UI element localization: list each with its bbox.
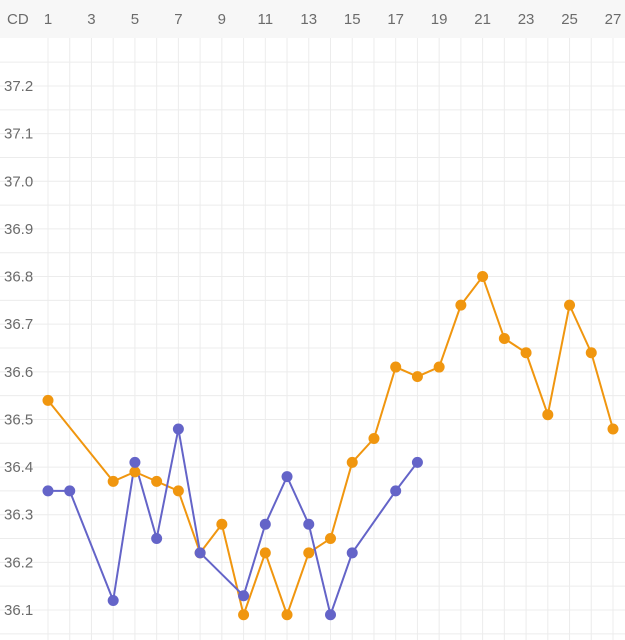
data-point-series-2[interactable] bbox=[238, 590, 250, 602]
data-point-series-1[interactable] bbox=[216, 518, 228, 530]
data-point-series-1[interactable] bbox=[107, 475, 119, 487]
x-tick-label: 13 bbox=[300, 11, 317, 28]
series-line-2 bbox=[48, 427, 419, 616]
y-tick-label: 36.9 bbox=[4, 221, 33, 238]
data-point-series-1[interactable] bbox=[325, 533, 336, 545]
data-point-series-2[interactable] bbox=[151, 533, 163, 545]
y-tick-label: 36.1 bbox=[4, 602, 33, 619]
data-point-series-1[interactable] bbox=[368, 433, 380, 445]
data-point-series-2[interactable] bbox=[259, 518, 271, 530]
header-band bbox=[0, 0, 625, 38]
y-tick-label: 37.1 bbox=[4, 126, 33, 143]
data-point-series-2[interactable] bbox=[107, 594, 119, 606]
data-point-series-2[interactable] bbox=[390, 485, 402, 497]
x-tick-label: 5 bbox=[131, 11, 139, 28]
x-tick-label: 27 bbox=[605, 11, 622, 28]
data-point-series-1[interactable] bbox=[238, 609, 250, 621]
data-point-series-1[interactable] bbox=[477, 271, 489, 283]
x-tick-label: 23 bbox=[518, 11, 535, 28]
data-point-series-1[interactable] bbox=[564, 299, 576, 311]
x-tick-label: 21 bbox=[474, 11, 491, 28]
x-tick-label: 19 bbox=[431, 11, 448, 28]
y-tick-label: 36.3 bbox=[4, 507, 33, 524]
x-tick-label: 11 bbox=[258, 11, 274, 28]
data-point-series-1[interactable] bbox=[433, 361, 445, 373]
data-point-series-1[interactable] bbox=[281, 609, 293, 621]
y-tick-label: 36.7 bbox=[4, 316, 33, 333]
data-point-series-1[interactable] bbox=[542, 409, 554, 421]
data-point-series-1[interactable] bbox=[520, 347, 532, 359]
y-tick-label: 37.2 bbox=[4, 78, 33, 95]
data-point-series-1[interactable] bbox=[607, 423, 619, 435]
x-tick-label: 17 bbox=[387, 11, 404, 28]
data-point-series-1[interactable] bbox=[585, 347, 597, 359]
x-tick-label: 1 bbox=[44, 11, 52, 28]
x-tick-labels: 1 3 5 7 9 11 13 15 17 19 21 23 25 27 bbox=[44, 11, 622, 28]
data-point-series-1[interactable] bbox=[42, 394, 54, 406]
data-point-series-1[interactable] bbox=[411, 371, 423, 383]
x-tick-label: 3 bbox=[87, 11, 95, 28]
y-tick-label: 36.8 bbox=[4, 269, 33, 286]
y-tick-labels: 37.2 37.1 37.0 36.9 36.8 36.7 36.6 36.5 36.4 36.3… bbox=[4, 78, 33, 619]
data-point-series-1[interactable] bbox=[346, 456, 358, 468]
cd-axis-label: CD bbox=[7, 11, 29, 28]
data-point-series-2[interactable] bbox=[64, 485, 76, 497]
data-point-series-1[interactable] bbox=[151, 475, 163, 487]
data-point-series-2[interactable] bbox=[129, 456, 141, 468]
data-point-series-1[interactable] bbox=[303, 547, 315, 559]
data-point-series-2[interactable] bbox=[325, 609, 336, 621]
data-point-series-1[interactable] bbox=[172, 485, 184, 497]
x-tick-label: 15 bbox=[344, 11, 361, 28]
y-tick-label: 36.5 bbox=[4, 411, 33, 428]
data-point-series-2[interactable] bbox=[411, 456, 423, 468]
y-tick-label: 37.0 bbox=[4, 173, 33, 190]
data-point-series-2[interactable] bbox=[194, 547, 206, 559]
y-tick-label: 36.2 bbox=[4, 554, 33, 571]
data-point-series-1[interactable] bbox=[455, 299, 467, 311]
series-group bbox=[42, 271, 619, 621]
y-tick-label: 36.4 bbox=[4, 459, 33, 476]
data-point-series-2[interactable] bbox=[346, 547, 358, 559]
data-point-series-1[interactable] bbox=[259, 547, 271, 559]
x-tick-label: 9 bbox=[218, 11, 226, 28]
data-point-series-1[interactable] bbox=[390, 361, 402, 373]
x-tick-label: 7 bbox=[174, 11, 182, 28]
data-point-series-2[interactable] bbox=[172, 423, 184, 435]
data-point-series-1[interactable] bbox=[498, 332, 510, 344]
data-point-series-1[interactable] bbox=[129, 466, 141, 478]
data-point-series-2[interactable] bbox=[42, 485, 54, 497]
y-tick-label: 36.6 bbox=[4, 364, 33, 381]
data-point-series-2[interactable] bbox=[303, 518, 315, 530]
x-tick-label: 25 bbox=[561, 11, 578, 28]
data-point-series-2[interactable] bbox=[281, 471, 293, 483]
